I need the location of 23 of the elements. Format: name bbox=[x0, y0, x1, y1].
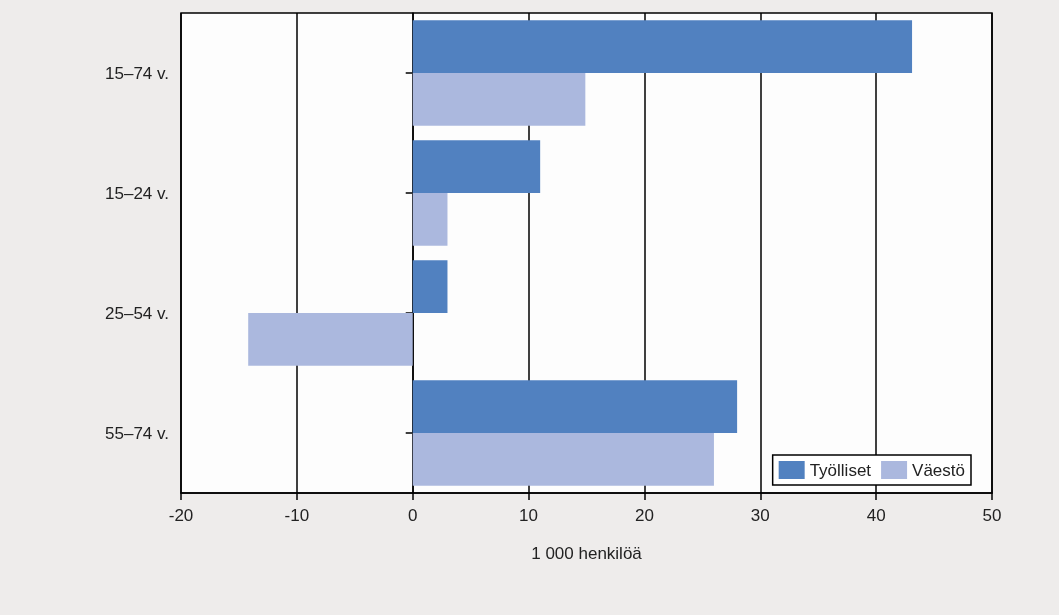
bar bbox=[412, 20, 913, 73]
x-tick-label: 50 bbox=[982, 506, 1002, 525]
x-tick-label: 30 bbox=[750, 506, 770, 525]
bar bbox=[412, 73, 586, 126]
legend-label: Väestö bbox=[912, 460, 966, 480]
bar bbox=[412, 433, 714, 486]
bar bbox=[412, 140, 541, 193]
y-tick-label: 25–54 v. bbox=[105, 303, 169, 323]
x-tick-label: -20 bbox=[168, 506, 194, 525]
y-tick-label: 15–74 v. bbox=[105, 63, 169, 83]
x-tick-label: 40 bbox=[866, 506, 886, 525]
y-tick-label: 55–74 v. bbox=[105, 423, 169, 443]
x-tick-label: 20 bbox=[634, 506, 654, 525]
bar bbox=[412, 193, 448, 246]
bar bbox=[412, 380, 738, 433]
bar bbox=[248, 313, 413, 366]
y-tick-label: 15–24 v. bbox=[105, 183, 169, 203]
bar bbox=[412, 260, 448, 313]
x-axis-title: 1 000 henkilöä bbox=[531, 544, 643, 563]
legend-label: Työlliset bbox=[809, 460, 872, 480]
x-tick-label: 10 bbox=[519, 506, 539, 525]
x-tick-label: -10 bbox=[284, 506, 310, 525]
x-tick-label: 0 bbox=[407, 506, 418, 525]
